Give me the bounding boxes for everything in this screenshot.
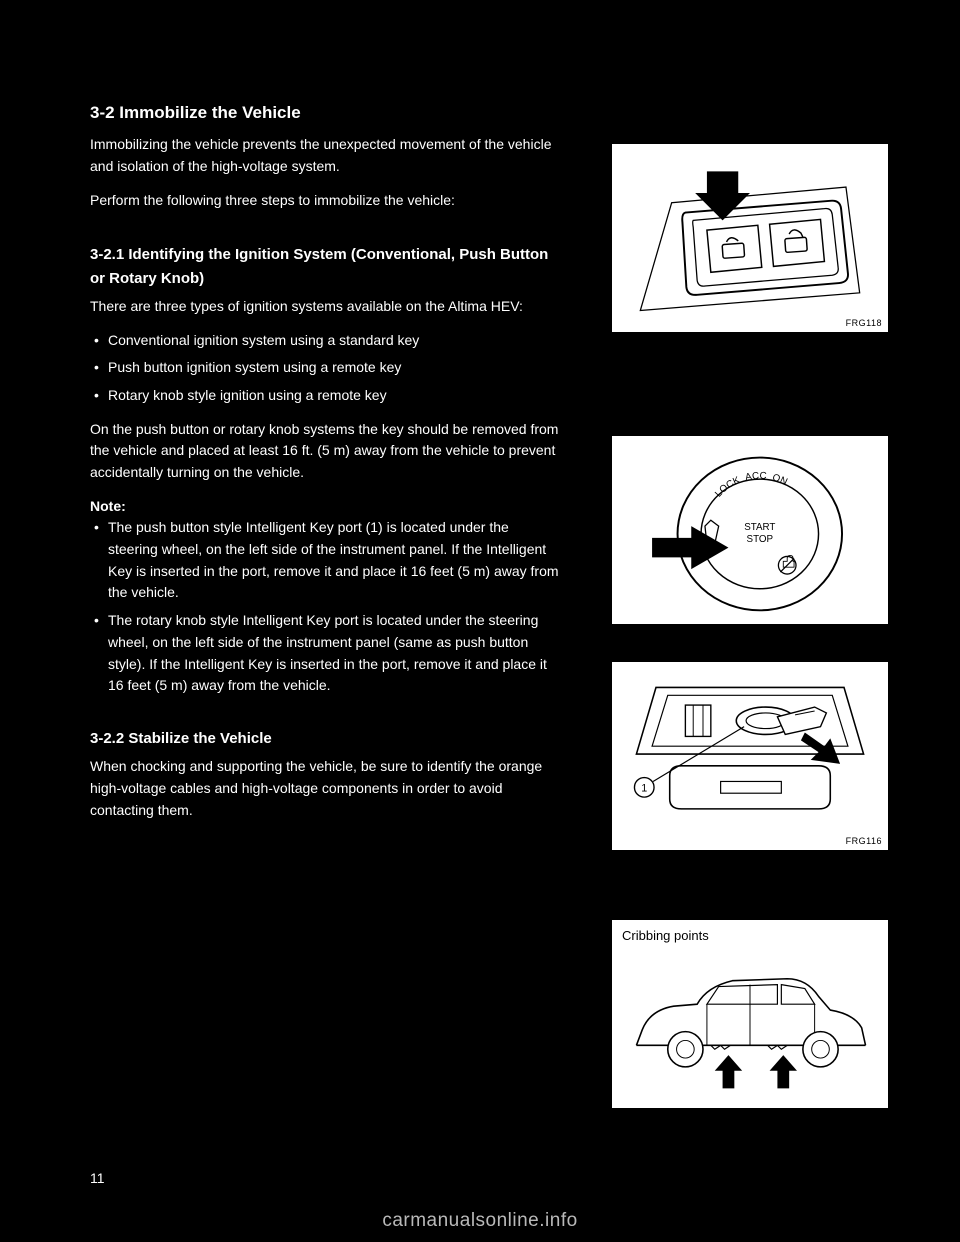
para-stab: When chocking and supporting the vehicle… xyxy=(90,756,560,821)
note-label: Note: xyxy=(90,496,560,518)
ident-bullet-2: Push button ignition system using a remo… xyxy=(90,357,560,379)
note-bullets: The push button style Intelligent Key po… xyxy=(90,517,560,697)
watermark: carmanualsonline.info xyxy=(382,1210,577,1232)
para-ident-2: On the push button or rotary knob system… xyxy=(90,419,560,484)
note-block: Note: The push button style Intelligent … xyxy=(90,496,560,697)
heading-immobilize: 3-2 Immobilize the Vehicle xyxy=(90,100,560,126)
ident-bullets: Conventional ignition system using a sta… xyxy=(90,330,560,407)
para-immobilize-2: Perform the following three steps to imm… xyxy=(90,190,560,212)
heading-stab: 3-2.2 Stabilize the Vehicle xyxy=(90,727,560,750)
knob-text-stop: STOP xyxy=(747,534,774,545)
svg-text:LOCK ACC ON: LOCK ACC ON xyxy=(713,471,789,500)
knob-text-start: START xyxy=(744,522,775,533)
heading-ident: 3-2.1 Identifying the Ignition System (C… xyxy=(90,243,560,290)
figure-cribbing: Cribbing points xyxy=(610,918,890,1110)
page-number: 11 xyxy=(90,1170,105,1186)
figure-keyport-caption: FRG116 xyxy=(846,836,882,846)
note-bullet-2: The rotary knob style Intelligent Key po… xyxy=(90,610,560,697)
para-immobilize-1: Immobilizing the vehicle prevents the un… xyxy=(90,134,560,177)
figure-keyport: 1 FRG116 xyxy=(610,660,890,852)
ident-bullet-3: Rotary knob style ignition using a remot… xyxy=(90,385,560,407)
figure-keyfob: FRG118 xyxy=(610,142,890,334)
para-ident-1: There are three types of ignition system… xyxy=(90,296,560,318)
note-bullet-1: The push button style Intelligent Key po… xyxy=(90,517,560,604)
callout-1: 1 xyxy=(641,782,647,794)
text-column: 3-2 Immobilize the Vehicle Immobilizing … xyxy=(90,100,560,833)
figure-keyfob-caption: FRG118 xyxy=(846,318,882,328)
knob-arc-text: LOCK ACC ON xyxy=(713,471,789,500)
figure-knob: LOCK ACC ON START STOP xyxy=(610,434,890,626)
ident-bullet-1: Conventional ignition system using a sta… xyxy=(90,330,560,352)
figure-cribbing-title: Cribbing points xyxy=(622,928,709,943)
